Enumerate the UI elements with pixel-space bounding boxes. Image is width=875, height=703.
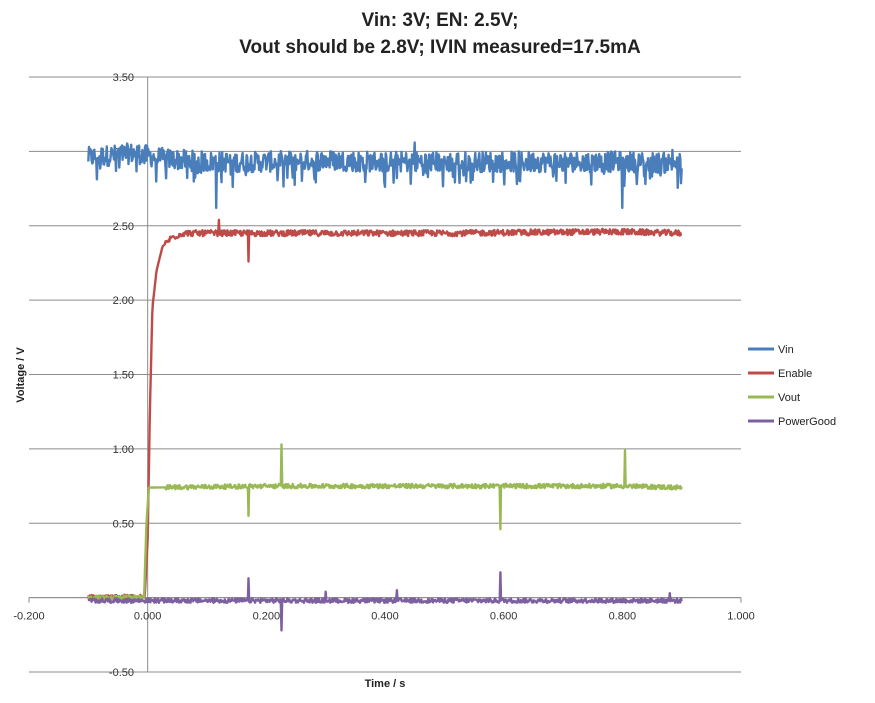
y-tick-label: 0.50 xyxy=(113,518,134,530)
y-tick-label: 2.50 xyxy=(113,221,134,233)
x-tick-label: 1.000 xyxy=(727,611,755,623)
series-lines xyxy=(87,141,683,632)
x-axis-label: Time / s xyxy=(365,678,406,690)
chart-title-line2: Vout should be 2.8V; IVIN measured=17.5m… xyxy=(239,37,641,58)
x-tick-label: 0.200 xyxy=(253,611,281,623)
x-tick-label: 0.000 xyxy=(134,611,162,623)
series-line-powergood xyxy=(87,571,683,632)
x-tick-label: 0.400 xyxy=(371,611,399,623)
chart-title-line1: Vin: 3V; EN: 2.5V; xyxy=(362,10,519,31)
series-line-vout xyxy=(87,443,683,601)
y-tick-labels: -0.500.000.501.001.502.002.503.003.50 xyxy=(109,72,134,679)
series-line-vin xyxy=(87,141,683,210)
y-tick-label: 1.00 xyxy=(113,444,134,456)
legend-label-vin: Vin xyxy=(778,344,794,356)
y-axis-label: Voltage / V xyxy=(15,347,27,403)
series-line-enable xyxy=(87,218,683,602)
y-tick-label: 2.00 xyxy=(113,295,134,307)
x-tick-label: -0.200 xyxy=(13,611,44,623)
legend-label-enable: Enable xyxy=(778,368,812,380)
legend-label-vout: Vout xyxy=(778,392,800,404)
legend-label-powergood: PowerGood xyxy=(778,416,836,428)
x-tick-label: 0.800 xyxy=(609,611,637,623)
y-tick-label: 1.50 xyxy=(113,370,134,382)
y-tick-label: -0.50 xyxy=(109,667,134,679)
y-tick-label: 3.50 xyxy=(113,72,134,84)
legend: Vin Enable Vout PowerGood xyxy=(748,344,836,428)
x-tick-label: 0.600 xyxy=(490,611,518,623)
